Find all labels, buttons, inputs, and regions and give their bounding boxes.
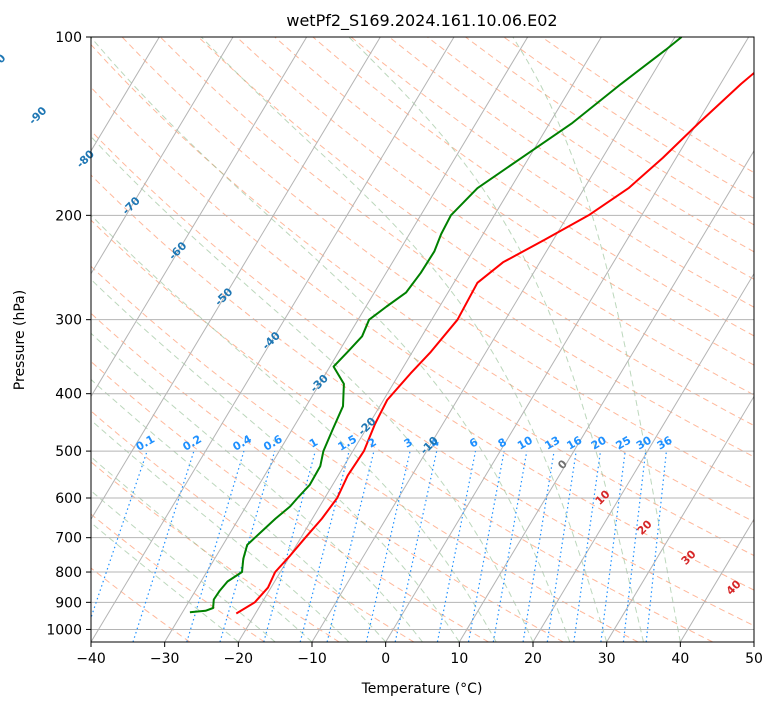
x-tick-label: 40 — [671, 651, 689, 667]
dry-adiabat — [91, 513, 265, 642]
dry-adiabat — [91, 360, 489, 642]
mixing-ratio-line — [326, 450, 375, 642]
isotherm-line — [385, 37, 750, 642]
isotherm-line — [91, 37, 308, 398]
dewpoint-line — [189, 37, 683, 614]
dry-adiabat — [198, 37, 754, 427]
mixing-ratio-line — [492, 450, 528, 642]
y-tick-label: 900 — [55, 595, 82, 611]
x-tick-label: 20 — [524, 651, 542, 667]
x-tick-label: −20 — [224, 651, 254, 667]
isotherm-line — [91, 37, 160, 152]
y-tick-label: 800 — [55, 565, 82, 581]
chart-title: wetPf2_S169.2024.161.10.06.E02 — [286, 11, 557, 31]
moist-adiabat — [91, 332, 423, 642]
dry-adiabat — [91, 174, 754, 627]
isotherm-line — [458, 149, 754, 642]
isotherm-line — [532, 272, 754, 642]
y-tick-label: 100 — [55, 30, 82, 46]
plot-background — [91, 37, 754, 642]
isotherm-line — [606, 395, 754, 642]
mixing-ratio-line — [573, 451, 602, 642]
moist-adiabat — [91, 378, 387, 642]
y-tick-label: 700 — [55, 531, 82, 547]
moist-adiabat — [91, 214, 497, 642]
mixing-ratio-line — [600, 451, 626, 642]
temperature-line — [235, 71, 754, 615]
dry-adiabat — [91, 265, 639, 642]
mixing-ratio-line — [436, 450, 477, 642]
x-tick-label: −40 — [76, 651, 106, 667]
y-tick-label: 200 — [55, 208, 82, 224]
moist-adiabat — [512, 37, 681, 642]
x-tick-label: −30 — [150, 651, 180, 667]
dry-adiabat — [91, 312, 564, 642]
y-tick-label: 1000 — [46, 622, 82, 638]
background-lines — [0, 37, 754, 642]
moist-adiabat — [200, 37, 608, 642]
moist-adiabat — [348, 37, 644, 642]
mixing-ratio-line — [132, 450, 195, 642]
isotherm-label: -90 — [26, 104, 49, 127]
y-tick-label: 600 — [55, 491, 82, 507]
isotherm-line — [679, 518, 754, 642]
x-tick-label: 50 — [745, 651, 763, 667]
y-tick-label: 400 — [55, 387, 82, 403]
mixing-ratio-line — [546, 451, 577, 642]
profile-series — [189, 37, 754, 615]
isotherm-line — [164, 37, 529, 642]
x-tick-label: −10 — [297, 651, 327, 667]
x-tick-label: 10 — [450, 651, 468, 667]
dry-adiabat — [350, 37, 754, 308]
isotherm-label: -100 — [0, 51, 9, 80]
isotherm-line — [0, 37, 12, 642]
mixing-ratio-line — [394, 450, 438, 642]
dry-adiabat — [159, 37, 754, 458]
mixing-ratio-line — [365, 450, 411, 642]
y-tick-label: 300 — [55, 313, 82, 329]
isotherm-line — [91, 37, 234, 275]
mixing-ratio-line — [263, 450, 316, 642]
isotherm-line — [91, 37, 381, 521]
mixing-ratio-line — [522, 451, 555, 642]
isotherm-line — [91, 37, 455, 642]
x-tick-label: 0 — [381, 651, 390, 667]
isotherm-line — [311, 37, 676, 642]
moist-adiabat — [91, 37, 571, 642]
dry-adiabat — [312, 37, 754, 337]
dry-adiabat — [91, 219, 713, 642]
dry-adiabat — [121, 37, 754, 490]
plot-frame — [90, 36, 755, 643]
moist-adiabat — [91, 522, 239, 642]
mixing-ratio-line — [91, 450, 148, 620]
y-axis-label: Pressure (hPa) — [12, 290, 28, 390]
mixing-ratio-line — [299, 450, 350, 642]
mixing-ratio-line — [467, 450, 505, 642]
moist-adiabat — [91, 278, 460, 642]
isotherm-line — [237, 37, 602, 642]
x-tick-label: 30 — [598, 651, 616, 667]
axis-ticks: −40 −30 −20 −10 0 10 20 30 40 50 100 200 300 400 500 60… — [46, 30, 763, 667]
mixing-ratio-line — [186, 450, 245, 642]
dry-adiabat — [91, 567, 191, 642]
isotherm-line — [753, 641, 754, 642]
mixing-ratio-line — [645, 451, 667, 642]
x-axis-label: Temperature (°C) — [361, 681, 483, 697]
y-tick-label: 500 — [55, 444, 82, 460]
mixing-ratio-line — [622, 451, 647, 642]
